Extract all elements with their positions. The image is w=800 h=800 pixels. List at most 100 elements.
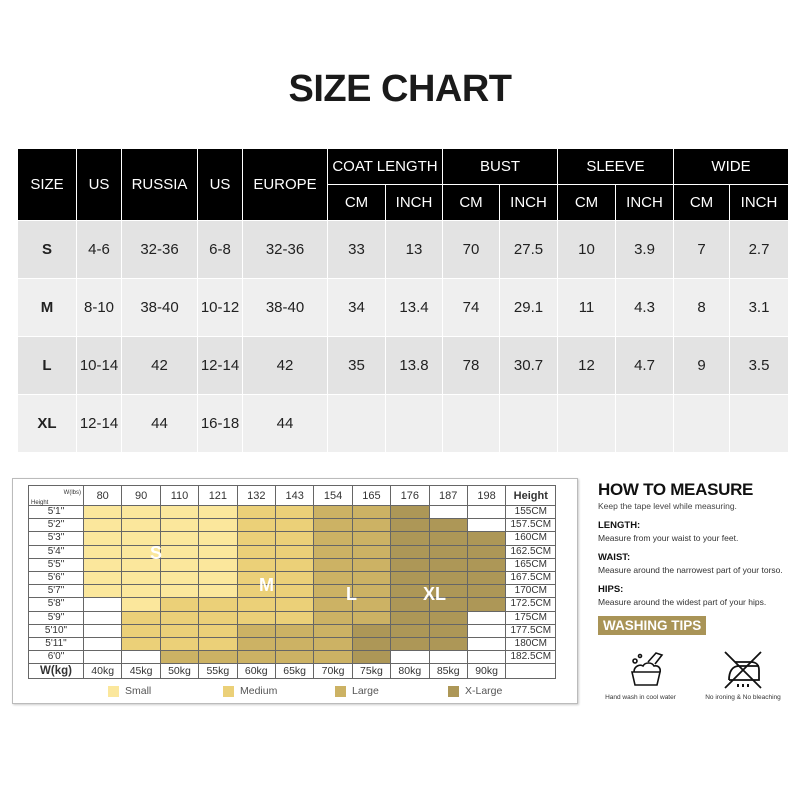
- size-zone-cell-W: [466, 504, 507, 520]
- size-zone-cell-M: [274, 584, 315, 599]
- measure-subtitle: Keep the tape level while measuring.: [598, 501, 737, 511]
- legend-item: Medium: [223, 685, 277, 697]
- size-zone-cell-L: [236, 623, 276, 638]
- size-cell: 38-40: [242, 278, 328, 337]
- lbs-header: 90: [121, 485, 161, 506]
- size-cell: 32-36: [242, 220, 328, 279]
- size-cell: 44: [242, 394, 328, 453]
- size-zone-cell-L: [236, 636, 276, 652]
- size-zone-cell-L: [274, 623, 315, 638]
- height-cm: 175CM: [505, 610, 557, 625]
- waist-label: WAIST:: [598, 552, 631, 563]
- size-cell: [499, 394, 558, 453]
- size-zone-cell-S: [121, 584, 161, 599]
- size-zone-cell-M: [274, 544, 315, 559]
- height-ft: 5'6": [28, 570, 84, 586]
- size-zone-cell-X: [390, 557, 430, 572]
- header-wide: WIDE: [673, 148, 789, 185]
- lbs-header: 132: [236, 485, 276, 506]
- kg-cell: 40kg: [82, 663, 123, 680]
- size-zone-cell-X: [466, 570, 507, 586]
- lbs-header: 121: [198, 485, 238, 506]
- legend-item: Small: [108, 685, 151, 697]
- measure-title: HOW TO MEASURE: [598, 480, 754, 499]
- size-zone-cell-S: [82, 504, 123, 520]
- size-cell: 4-6: [76, 220, 122, 279]
- kg-cell: 55kg: [198, 663, 238, 680]
- size-row: XL 12-14 44 16-18 44: [17, 394, 789, 453]
- size-row: S 4-6 32-36 6-8 32-36 33 13 70 27.5 10 3.9 7 2.7: [17, 220, 789, 279]
- height-cm: 160CM: [505, 531, 557, 546]
- size-cell: [327, 394, 386, 453]
- page-title: SIZE CHART: [288, 68, 513, 110]
- size-cell: [442, 394, 500, 453]
- size-zone-cell-L: [351, 570, 392, 586]
- size-zone-cell-S: [198, 557, 238, 572]
- legend-label: Medium: [240, 685, 278, 697]
- size-zone-cell-M: [274, 597, 315, 612]
- size-zone-cell-X: [428, 636, 468, 652]
- size-cell: 3.1: [729, 278, 789, 337]
- size-label: L: [17, 336, 77, 395]
- size-zone-cell-M: [236, 570, 276, 586]
- height-ft: 5'5": [28, 557, 84, 572]
- size-zone-cell-L: [313, 636, 353, 652]
- size-zone-cell-S: [121, 557, 161, 572]
- legend-label: Small: [125, 685, 152, 697]
- size-zone-cell-S: [82, 518, 123, 533]
- header-bust: BUST: [442, 148, 558, 185]
- height-cm: 157.5CM: [505, 518, 557, 533]
- size-cell: 10: [557, 220, 616, 279]
- size-cell: 70: [442, 220, 500, 279]
- size-zone-cell-L: [351, 557, 392, 572]
- height-row: 5'4" 162.5CM: [28, 544, 557, 559]
- header-us-2: US: [197, 148, 243, 221]
- weight-height-table: W(lbs) Height 80 90 110 121 132 143 154 165 176 187…: [28, 485, 557, 680]
- size-zone-cell-X: [466, 597, 507, 612]
- kg-label: W(kg): [28, 663, 84, 680]
- size-zone-cell-W: [82, 597, 123, 612]
- size-zone-cell-S: [82, 531, 123, 546]
- legend-item: X-Large: [448, 685, 502, 697]
- size-zone-cell-S: [159, 531, 200, 546]
- height-ft: 5'7": [28, 584, 84, 599]
- kg-cell: 75kg: [351, 663, 392, 680]
- height-ft: 6'0": [28, 650, 84, 665]
- lbs-header: 110: [159, 485, 200, 506]
- size-zone-cell-X: [428, 544, 468, 559]
- height-cm: 180CM: [505, 636, 557, 652]
- how-to-measure: HOW TO MEASURE Keep the tape level while…: [598, 480, 798, 635]
- size-zone-cell-L: [313, 531, 353, 546]
- lbs-header: 154: [313, 485, 353, 506]
- size-zone-cell-X: [351, 636, 392, 652]
- size-zone-cell-L: [351, 597, 392, 612]
- length-label: LENGTH:: [598, 520, 641, 531]
- size-zone-cell-M: [159, 597, 200, 612]
- height-row: 6'0" 182.5CM: [28, 650, 557, 665]
- lbs-header: 176: [390, 485, 430, 506]
- size-row: L 10-14 42 12-14 42 35 13.8 78 30.7 12 4.7 9 3.5: [17, 336, 789, 395]
- size-cell: 27.5: [499, 220, 558, 279]
- size-zone-cell-X: [390, 531, 430, 546]
- size-cell: 13.4: [385, 278, 443, 337]
- size-cell: 2.7: [729, 220, 789, 279]
- size-cell: 10-14: [76, 336, 122, 395]
- size-cell: 7: [673, 220, 730, 279]
- size-zone-cell-M: [159, 636, 200, 652]
- size-row: M 8-10 38-40 10-12 38-40 34 13.4 74 29.1 11 4.3 8 3.…: [17, 278, 789, 337]
- size-zone-cell-X: [466, 544, 507, 559]
- size-zone-cell-L: [313, 544, 353, 559]
- size-zone-cell-L: [313, 518, 353, 533]
- size-zone-cell-L: [236, 650, 276, 665]
- no-iron-text: No ironing & No bleaching: [705, 694, 781, 701]
- height-cm: 167.5CM: [505, 570, 557, 586]
- size-zone-cell-M: [274, 518, 315, 533]
- size-zone-cell-W: [82, 610, 123, 625]
- height-row: 5'8" 172.5CM: [28, 597, 557, 612]
- height-row: 5'9" 175CM: [28, 610, 557, 625]
- size-zone-cell-M: [236, 610, 276, 625]
- tip-hand-wash: Hand wash in cool water: [598, 648, 683, 701]
- size-zone-cell-X: [390, 518, 430, 533]
- height-ft: 5'8": [28, 597, 84, 612]
- size-zone-cell-S: [198, 584, 238, 599]
